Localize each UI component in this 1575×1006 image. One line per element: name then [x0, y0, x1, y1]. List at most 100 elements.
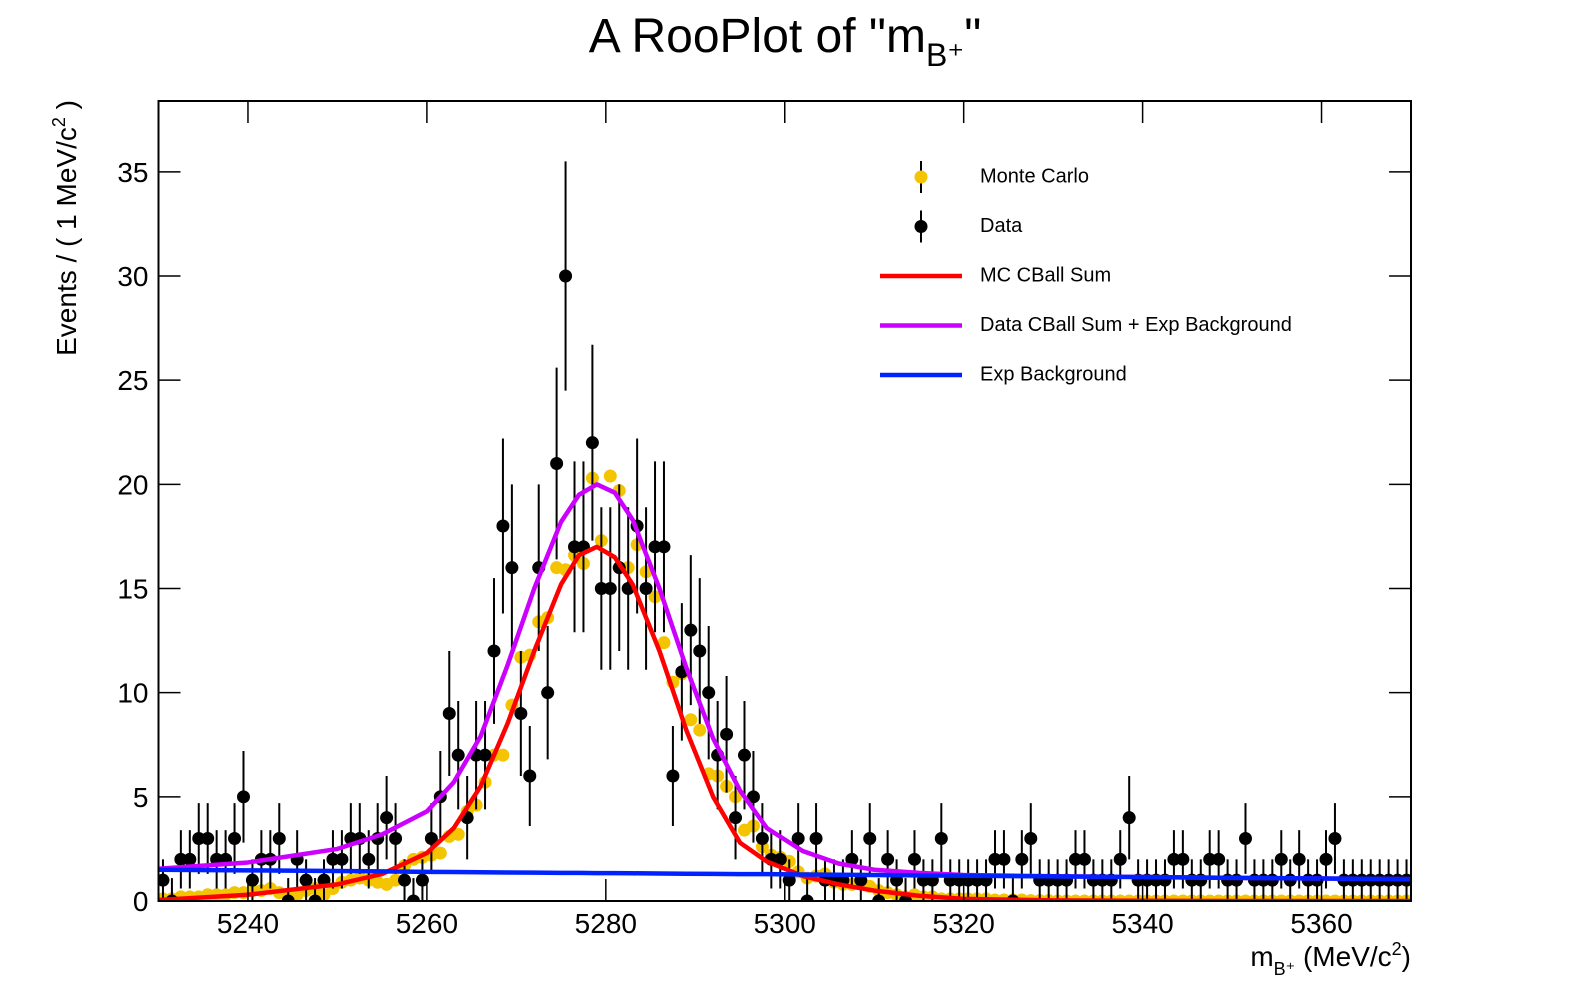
title-part: A RooPlot of "m — [589, 10, 926, 63]
data-point — [451, 827, 465, 841]
legend-marker — [914, 170, 928, 184]
data-point — [1069, 852, 1083, 866]
y-label-part: Events / ( 1 MeV/c — [51, 127, 82, 356]
legend-marker — [914, 220, 928, 233]
data-point — [505, 561, 519, 575]
legend-label: Data — [980, 215, 1023, 237]
data-point — [299, 873, 313, 887]
data-point — [585, 436, 599, 450]
data-point — [1122, 811, 1136, 825]
data-point — [648, 540, 662, 554]
data-point — [1319, 852, 1333, 866]
x-tick-label: 5340 — [1111, 908, 1173, 939]
y-tick-label: 30 — [117, 261, 148, 292]
data-point — [245, 873, 259, 887]
data-point — [863, 832, 877, 845]
data-point — [988, 852, 1002, 866]
data-point — [451, 748, 465, 762]
data-point — [782, 873, 796, 887]
data-point — [791, 832, 805, 845]
y-label-superscript: 2 — [49, 117, 69, 127]
data-point — [729, 811, 743, 825]
x-axis-label: mB⁺ (MeV/c2) — [1250, 939, 1411, 979]
data-point — [406, 894, 420, 901]
data-point — [737, 748, 751, 762]
data-point — [1024, 832, 1038, 845]
data-point — [442, 707, 456, 720]
data-point — [158, 873, 170, 887]
curve — [158, 867, 1411, 882]
data-point — [809, 832, 823, 845]
y-axis-label: Events / ( 1 MeV/c2 ) — [49, 100, 82, 356]
data-point — [1328, 832, 1342, 845]
data-point — [845, 852, 859, 866]
data-point — [236, 790, 250, 804]
chart-title: A RooPlot of "mB⁺" — [589, 10, 981, 73]
data-point — [1238, 832, 1252, 845]
data-point — [907, 852, 921, 866]
data-point — [684, 623, 698, 637]
data-point — [702, 686, 716, 700]
y-tick-label: 0 — [133, 886, 149, 917]
data-point — [496, 519, 510, 533]
y-tick-label: 15 — [117, 574, 148, 605]
y-tick-label: 20 — [117, 469, 148, 500]
plot-area — [158, 161, 1411, 901]
data-point — [1212, 852, 1226, 866]
legend-label: Data CBall Sum + Exp Background — [980, 314, 1292, 336]
title-subscript: B⁺ — [926, 37, 964, 73]
data-point — [603, 582, 617, 595]
data-point — [997, 852, 1011, 866]
data-point — [568, 540, 582, 554]
data-point — [272, 832, 286, 845]
data-point — [666, 769, 680, 783]
data-point — [550, 457, 564, 470]
legend-label: Exp Background — [980, 363, 1127, 385]
data-point — [514, 707, 528, 720]
data-point — [594, 582, 608, 595]
legend-label: MC CBall Sum — [980, 264, 1111, 286]
data-point — [1274, 852, 1288, 866]
y-tick-label: 5 — [133, 782, 149, 813]
data-point — [934, 832, 948, 845]
data-point — [398, 873, 412, 887]
data-point — [1203, 852, 1217, 866]
data-point — [1077, 852, 1091, 866]
data-point — [881, 852, 895, 866]
data-point — [693, 723, 707, 737]
data-point — [1113, 852, 1127, 866]
data-point — [183, 852, 197, 866]
data-point — [755, 832, 769, 845]
data-point — [424, 832, 438, 845]
data-point — [487, 644, 501, 658]
data-point — [693, 644, 707, 658]
data-point — [559, 269, 573, 283]
data-point — [192, 832, 206, 845]
data-point — [639, 582, 653, 595]
data-point — [228, 832, 242, 845]
x-label-part: m — [1250, 941, 1273, 972]
data-point — [478, 748, 492, 762]
data-point — [326, 852, 340, 866]
x-tick-label: 5320 — [933, 908, 995, 939]
x-tick-label: 5260 — [396, 908, 458, 939]
x-label-subscript: B⁺ — [1274, 959, 1296, 979]
x-tick-label: 5360 — [1290, 908, 1352, 939]
data-point — [389, 873, 403, 887]
data-point — [773, 852, 787, 866]
data-point — [800, 894, 814, 901]
x-label-superscript: 2 — [1392, 939, 1402, 959]
x-label-part: (MeV/c — [1295, 941, 1391, 972]
curve — [158, 544, 1411, 901]
data-point — [1015, 852, 1029, 866]
data-point — [523, 769, 537, 783]
data-point — [684, 713, 698, 727]
title-part: " — [964, 10, 981, 63]
data-point — [308, 894, 322, 901]
x-tick-label: 5300 — [754, 908, 816, 939]
data-point — [1167, 852, 1181, 866]
data-point — [201, 832, 215, 845]
y-tick-label: 35 — [117, 157, 148, 188]
